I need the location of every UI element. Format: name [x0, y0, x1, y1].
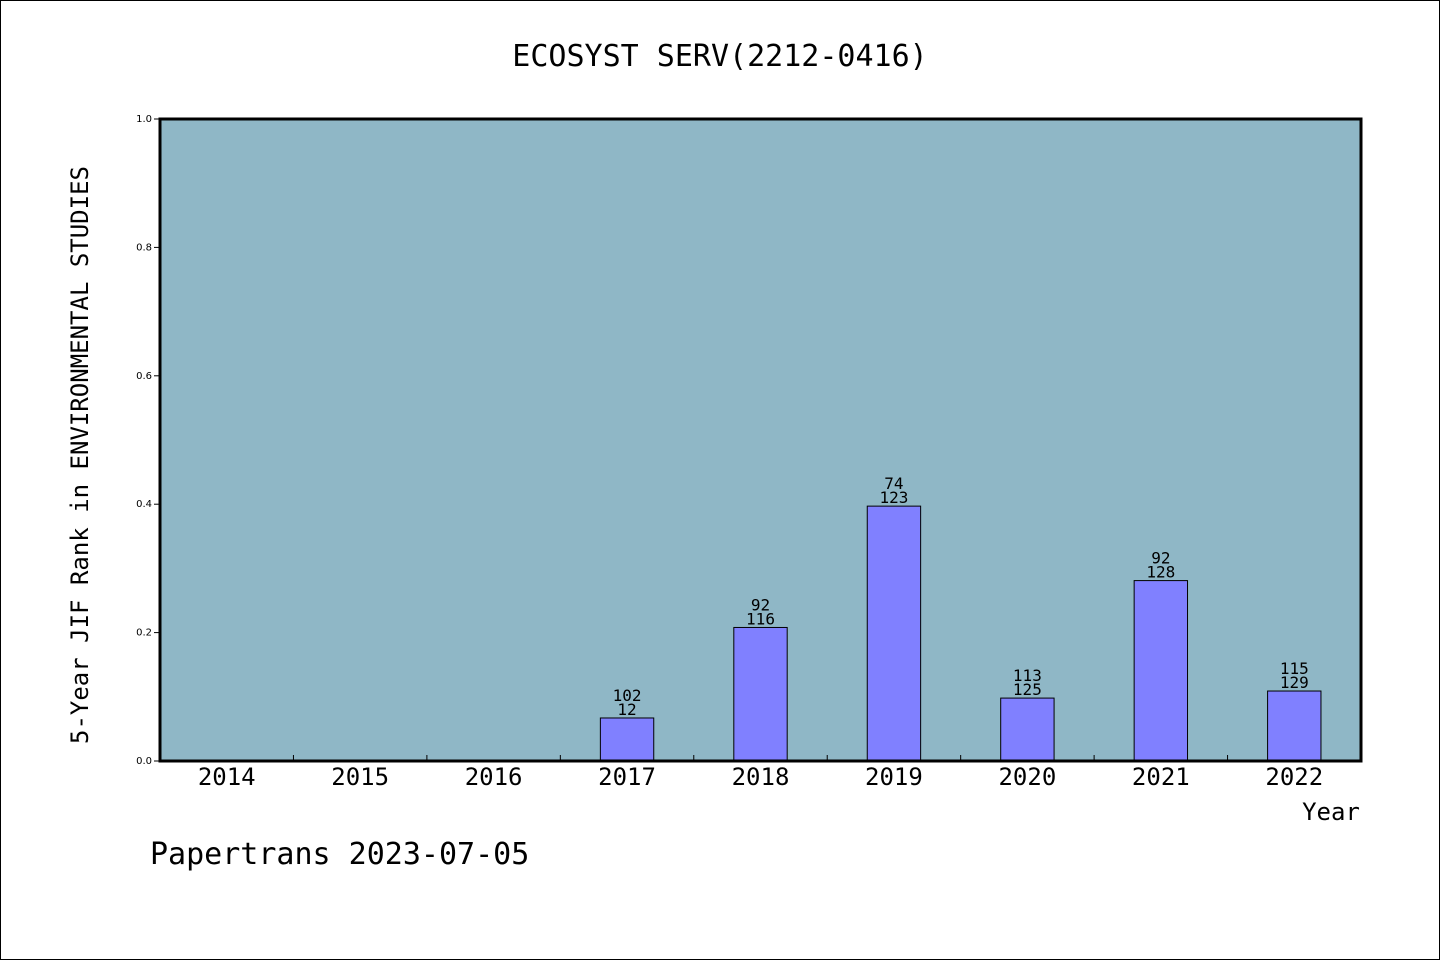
- bar-2022: [1267, 690, 1322, 762]
- bar-label-rank: 74: [884, 474, 903, 493]
- x-category-label: 2018: [732, 763, 790, 791]
- footer-credit: Papertrans 2023-07-05: [150, 837, 529, 872]
- x-category-label: 2017: [598, 763, 656, 791]
- bar-label-total: 123: [879, 488, 908, 507]
- bar-label-total: 116: [746, 609, 775, 628]
- bar-label-rank: 113: [1013, 666, 1042, 685]
- x-axis-title: Year: [1302, 798, 1360, 826]
- x-category-label: 2015: [331, 763, 389, 791]
- x-category-label: 2014: [198, 763, 256, 791]
- bar-label-total: 125: [1013, 680, 1042, 699]
- bar-2017: [599, 717, 655, 762]
- y-tick-label: 0.0: [136, 756, 152, 767]
- plot-border: [158, 117, 1363, 763]
- bar-label-rank: 102: [613, 686, 642, 705]
- x-category-label: 2022: [1265, 763, 1323, 791]
- y-tick-label: 0.6: [136, 371, 152, 382]
- chart-title: ECOSYST SERV(2212-0416): [512, 39, 927, 74]
- bar-2021: [1133, 580, 1189, 762]
- x-category-label: 2019: [865, 763, 923, 791]
- bar-2019: [866, 505, 922, 762]
- bar-label-total: 12: [617, 700, 636, 719]
- x-category-label: 2020: [998, 763, 1056, 791]
- bar-2020: [1000, 697, 1055, 762]
- x-category-label: 2016: [465, 763, 523, 791]
- y-tick-label: 0.2: [136, 628, 152, 639]
- y-axis-title: 5-Year JIF Rank in ENVIRONMENTAL STUDIES: [66, 166, 94, 744]
- y-tick-label: 0.8: [136, 242, 152, 253]
- bar-label-rank: 92: [751, 595, 770, 614]
- bar-2018: [733, 626, 788, 762]
- bar-label-total: 128: [1146, 563, 1175, 582]
- y-tick-label: 1.0: [136, 114, 152, 125]
- y-tick-label: 0.4: [136, 499, 152, 510]
- x-category-label: 2021: [1132, 763, 1190, 791]
- bar-label-rank: 115: [1280, 659, 1309, 678]
- bar-label-total: 129: [1280, 673, 1309, 692]
- bar-label-rank: 92: [1151, 549, 1170, 568]
